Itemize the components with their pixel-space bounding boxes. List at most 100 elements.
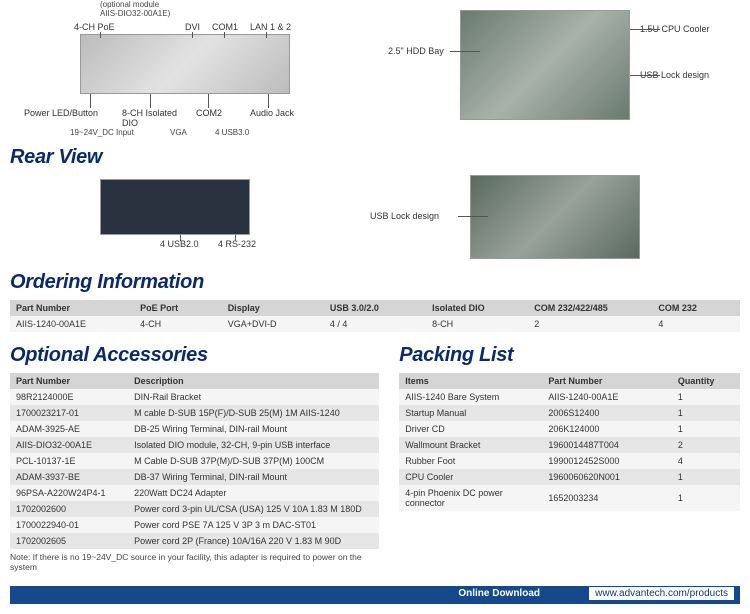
table-cell: Rubber Foot xyxy=(399,453,542,469)
label-poe: 4-CH PoE xyxy=(74,22,115,32)
table-row: 1700023217-01M cable D-SUB 15P(F)/D-SUB … xyxy=(10,405,379,421)
table-cell: 1652003234 xyxy=(542,485,672,511)
table-cell: 1702002600 xyxy=(10,501,128,517)
table-cell: Isolated DIO module, 32-CH, 9-pin USB in… xyxy=(128,437,379,453)
table-row: AIIS-1240 Bare SystemAIIS-1240-00A1E1 xyxy=(399,389,740,405)
table-cell: Startup Manual xyxy=(399,405,542,421)
table-cell: 1960014487T004 xyxy=(542,437,672,453)
packing-list-col: Packing List ItemsPart NumberQuantity AI… xyxy=(399,340,740,572)
table-cell: ADAM-3937-BE xyxy=(10,469,128,485)
table-cell: M Cable D-SUB 37P(M)/D-SUB 37P(M) 100CM xyxy=(128,453,379,469)
table-cell: 1702002605 xyxy=(10,533,128,549)
front-panel-diagram: (optional module AIIS-DIO32-00A1E) 4-CH … xyxy=(10,0,350,140)
label-lan: LAN 1 & 2 xyxy=(250,22,291,32)
table-header: Quantity xyxy=(672,373,740,389)
table-cell: Wallmount Bracket xyxy=(399,437,542,453)
table-cell: Power cord 3-pin UL/CSA (USA) 125 V 10A … xyxy=(128,501,379,517)
label-usb-lock-rear: USB Lock design xyxy=(370,211,439,221)
table-cell: Driver CD xyxy=(399,421,542,437)
table-cell: DB-37 Wiring Terminal, DIN-rail Mount xyxy=(128,469,379,485)
table-cell: 1 xyxy=(672,485,740,511)
table-cell: ADAM-3925-AE xyxy=(10,421,128,437)
optional-accessories-col: Optional Accessories Part NumberDescript… xyxy=(10,340,379,572)
table-row: 1700022940-01Power cord PSE 7A 125 V 3P … xyxy=(10,517,379,533)
table-cell: 4-CH xyxy=(134,316,222,332)
table-row: Wallmount Bracket1960014487T0042 xyxy=(399,437,740,453)
rear-row: 4 USB2.0 4 RS-232 USB Lock design xyxy=(10,175,740,265)
table-cell: VGA+DVI-D xyxy=(222,316,324,332)
label-audio: Audio Jack xyxy=(250,108,294,118)
table-cell: 1 xyxy=(672,389,740,405)
table-row: Rubber Foot1990012452S0004 xyxy=(399,453,740,469)
table-cell: Power cord 2P (France) 10A/16A 220 V 1.8… xyxy=(128,533,379,549)
table-cell: DIN-Rail Bracket xyxy=(128,389,379,405)
table-cell: AIIS-1240-00A1E xyxy=(10,316,134,332)
table-row: 1702002600Power cord 3-pin UL/CSA (USA) … xyxy=(10,501,379,517)
label-power-led: Power LED/Button xyxy=(24,108,98,118)
optional-accessories-title: Optional Accessories xyxy=(10,344,379,367)
table-cell: 2 xyxy=(672,437,740,453)
rear-panel-diagram: 4 USB2.0 4 RS-232 xyxy=(10,175,290,255)
table-cell: 1 xyxy=(672,405,740,421)
table-cell: AIIS-1240 Bare System xyxy=(399,389,542,405)
table-cell: PCL-10137-1E xyxy=(10,453,128,469)
label-com1: COM1 xyxy=(212,22,238,32)
label-vdc: 19~24V_DC Input xyxy=(70,128,134,137)
two-col: Optional Accessories Part NumberDescript… xyxy=(10,340,740,572)
table-row: 96PSA-A220W24P4-1220Watt DC24 Adapter xyxy=(10,485,379,501)
table-cell: 1 xyxy=(672,421,740,437)
table-row: Driver CD206K1240001 xyxy=(399,421,740,437)
page: (optional module AIIS-DIO32-00A1E) 4-CH … xyxy=(0,0,750,614)
table-row: 4-pin Phoenix DC power connector16520032… xyxy=(399,485,740,511)
online-download-label: Online Download xyxy=(458,588,540,599)
table-cell: 1960060620N001 xyxy=(542,469,672,485)
table-header: COM 232 xyxy=(652,300,740,316)
table-header: USB 3.0/2.0 xyxy=(324,300,426,316)
table-header: Part Number xyxy=(10,300,134,316)
table-cell: 2 xyxy=(528,316,652,332)
table-cell: 4 xyxy=(672,453,740,469)
label-vga: VGA xyxy=(170,128,187,137)
label-hdd-bay: 2.5" HDD Bay xyxy=(388,46,444,56)
table-cell: 4 xyxy=(652,316,740,332)
table-row: ADAM-3937-BEDB-37 Wiring Terminal, DIN-r… xyxy=(10,469,379,485)
table-header: Display xyxy=(222,300,324,316)
table-cell: 4 / 4 xyxy=(324,316,426,332)
table-cell: 1990012452S000 xyxy=(542,453,672,469)
table-row: CPU Cooler1960060620N0011 xyxy=(399,469,740,485)
ordering-info-table: Part NumberPoE PortDisplayUSB 3.0/2.0Iso… xyxy=(10,300,740,332)
table-header: Part Number xyxy=(10,373,128,389)
table-header: Description xyxy=(128,373,379,389)
rear-view-title: Rear View xyxy=(10,146,740,169)
footer-bar: Online Download www.advantech.com/produc… xyxy=(10,586,740,604)
table-cell: 220Watt DC24 Adapter xyxy=(128,485,379,501)
table-row: Startup Manual2006S124001 xyxy=(399,405,740,421)
table-header: Part Number xyxy=(542,373,672,389)
optional-accessories-note: Note: If there is no 19~24V_DC source in… xyxy=(10,552,379,572)
online-download-link[interactable]: www.advantech.com/products xyxy=(589,587,734,600)
table-cell: 206K124000 xyxy=(542,421,672,437)
table-header: COM 232/422/485 xyxy=(528,300,652,316)
table-row: 98R2124000EDIN-Rail Bracket xyxy=(10,389,379,405)
table-cell: 1700023217-01 xyxy=(10,405,128,421)
table-cell: 4-pin Phoenix DC power connector xyxy=(399,485,542,511)
table-row: AIIS-DIO32-00A1EIsolated DIO module, 32-… xyxy=(10,437,379,453)
table-cell: M cable D-SUB 15P(F)/D-SUB 25(M) 1M AIIS… xyxy=(128,405,379,421)
table-cell: Power cord PSE 7A 125 V 3P 3 m DAC-ST01 xyxy=(128,517,379,533)
label-usb3: 4 USB3.0 xyxy=(215,128,249,137)
table-cell: 98R2124000E xyxy=(10,389,128,405)
table-cell: 8-CH xyxy=(426,316,528,332)
table-cell: 1700022940-01 xyxy=(10,517,128,533)
table-header: Items xyxy=(399,373,542,389)
table-cell: DB-25 Wiring Terminal, DIN-rail Mount xyxy=(128,421,379,437)
table-cell: CPU Cooler xyxy=(399,469,542,485)
ordering-info-title: Ordering Information xyxy=(10,271,740,294)
table-header: PoE Port xyxy=(134,300,222,316)
table-cell: 2006S12400 xyxy=(542,405,672,421)
table-row: 1702002605Power cord 2P (France) 10A/16A… xyxy=(10,533,379,549)
table-header: Isolated DIO xyxy=(426,300,528,316)
table-row: PCL-10137-1EM Cable D-SUB 37P(M)/D-SUB 3… xyxy=(10,453,379,469)
label-opt-module: (optional module AIIS-DIO32-00A1E) xyxy=(100,0,170,18)
packing-list-table: ItemsPart NumberQuantity AIIS-1240 Bare … xyxy=(399,373,740,511)
top-row: (optional module AIIS-DIO32-00A1E) 4-CH … xyxy=(10,0,740,140)
